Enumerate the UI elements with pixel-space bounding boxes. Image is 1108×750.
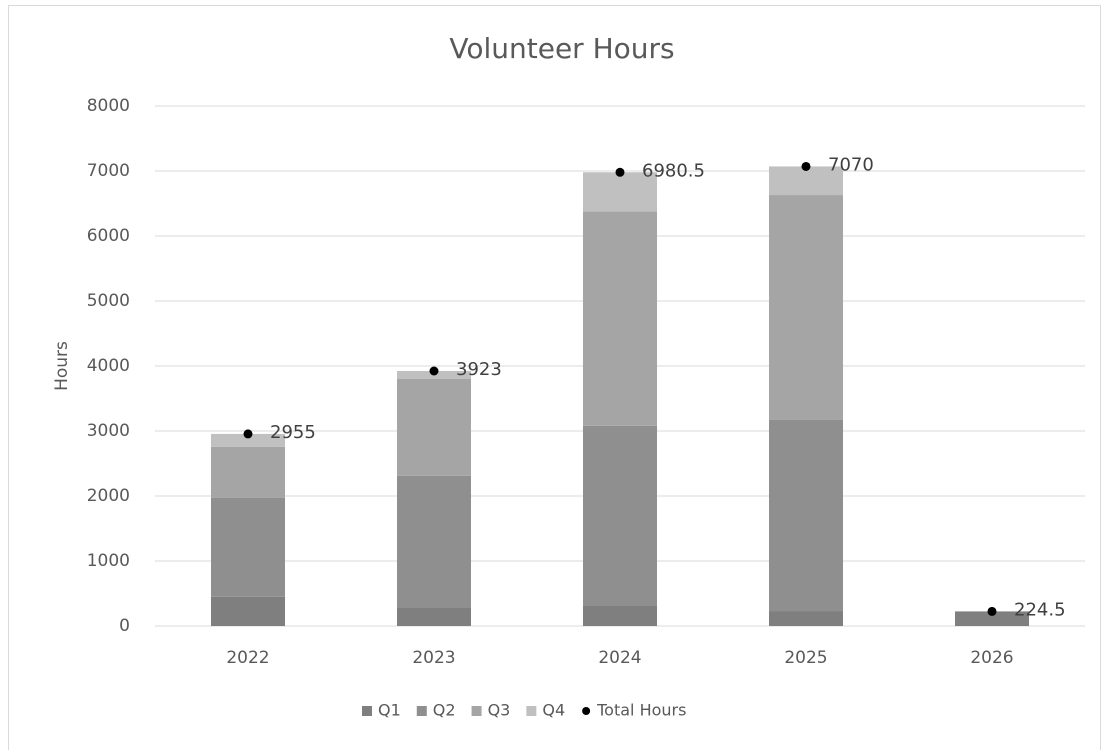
y-tick-label: 4000 — [87, 356, 130, 376]
data-label: 224.5 — [1014, 599, 1066, 620]
bar-segment — [769, 166, 843, 196]
data-label: 6980.5 — [642, 160, 705, 181]
total-marker — [429, 366, 439, 376]
total-marker — [987, 606, 997, 616]
x-tick-label: 2024 — [598, 648, 641, 668]
y-tick-label: 8000 — [87, 96, 130, 116]
bar-segment — [583, 211, 657, 426]
legend-label: Q3 — [488, 701, 511, 720]
legend-label: Q1 — [378, 701, 401, 720]
y-tick-label: 3000 — [87, 421, 130, 441]
legend-label: Q2 — [433, 701, 456, 720]
bar-segment — [211, 433, 285, 447]
y-tick-label: 6000 — [87, 226, 130, 246]
total-marker — [801, 161, 811, 171]
x-tick-label: 2023 — [412, 648, 455, 668]
bar-segment — [397, 475, 471, 608]
bar-segment — [211, 446, 285, 498]
legend-marker — [471, 706, 482, 716]
total-marker — [243, 429, 253, 439]
bar-segment — [769, 419, 843, 612]
x-tick-label: 2025 — [784, 648, 827, 668]
bar-segment — [769, 611, 843, 626]
bar-segment — [397, 379, 471, 476]
legend-marker — [526, 706, 537, 716]
y-tick-label: 5000 — [87, 291, 130, 311]
bar-segment — [583, 605, 657, 626]
data-label: 2955 — [270, 422, 316, 443]
x-tick-label: 2026 — [970, 648, 1013, 668]
bar-segment — [583, 172, 657, 212]
bar-segment — [769, 195, 843, 420]
y-tick-label: 1000 — [87, 551, 130, 571]
total-marker — [615, 167, 625, 177]
legend-label: Q4 — [542, 701, 565, 720]
bar-segment — [583, 425, 657, 606]
legend-marker — [416, 706, 427, 716]
y-tick-label: 7000 — [87, 161, 130, 181]
bar-segment — [397, 607, 471, 626]
chart-border — [8, 5, 1101, 750]
y-axis-label: Hours — [52, 341, 72, 391]
data-label: 3923 — [456, 359, 502, 380]
y-tick-label: 2000 — [87, 486, 130, 506]
data-label: 7070 — [828, 154, 874, 175]
bar-segment — [955, 611, 1029, 626]
legend-label: Total Hours — [596, 701, 686, 720]
legend-marker — [362, 706, 372, 716]
bar-segment — [211, 497, 285, 597]
chart-title: Volunteer Hours — [449, 32, 674, 65]
x-tick-label: 2022 — [226, 648, 269, 668]
bar-segment — [211, 596, 285, 626]
legend-marker — [582, 707, 591, 715]
y-tick-label: 0 — [119, 616, 130, 636]
